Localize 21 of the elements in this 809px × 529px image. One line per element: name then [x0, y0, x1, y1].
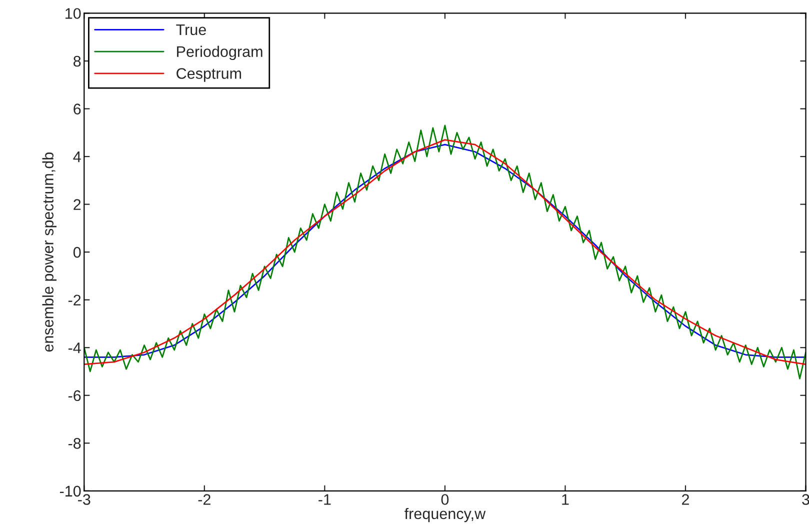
y-tick-label: -4 [68, 342, 81, 354]
x-tick-label: 1 [562, 494, 569, 505]
y-tick-label: 2 [74, 199, 81, 210]
y-tick-label: 4 [73, 152, 81, 162]
y-tick-label: -8 [68, 438, 81, 449]
y-tick-label: 0 [73, 246, 81, 258]
legend-label: True [176, 24, 206, 36]
y-tick-label: 8 [74, 56, 81, 67]
x-tick-label: -2 [198, 494, 210, 505]
y-tick-label: -2 [68, 294, 81, 306]
y-tick-label: 10 [66, 8, 81, 19]
legend-label: Periodogram [177, 46, 262, 60]
y-axis-title: ensemble power spectrum,db [42, 152, 56, 352]
x-axis-title: frequency,w [404, 508, 486, 522]
legend-label: Cesptrum [176, 68, 242, 82]
y-tick-label: 6 [74, 104, 81, 114]
x-tick-label: 0 [441, 494, 449, 505]
x-tick-label: -1 [318, 494, 331, 505]
y-tick-label: -6 [68, 390, 81, 402]
x-tick-label: 2 [682, 494, 689, 505]
x-tick-label: 3 [802, 494, 809, 505]
